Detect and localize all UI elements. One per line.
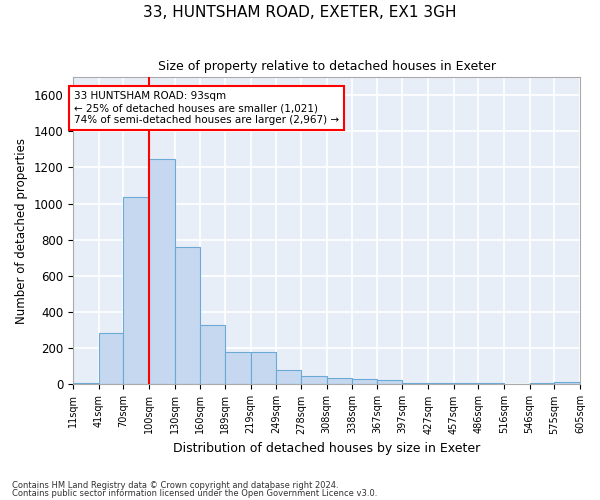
Bar xyxy=(554,382,580,384)
Bar xyxy=(530,382,554,384)
Y-axis label: Number of detached properties: Number of detached properties xyxy=(15,138,28,324)
Bar xyxy=(98,333,124,384)
Bar xyxy=(149,158,175,384)
Bar xyxy=(454,382,478,384)
Text: 33, HUNTSHAM ROAD, EXETER, EX1 3GH: 33, HUNTSHAM ROAD, EXETER, EX1 3GH xyxy=(143,5,457,20)
Bar xyxy=(200,325,225,384)
Text: Contains HM Land Registry data © Crown copyright and database right 2024.: Contains HM Land Registry data © Crown c… xyxy=(12,480,338,490)
Bar xyxy=(403,382,428,384)
Bar xyxy=(225,352,251,384)
Bar xyxy=(377,380,403,384)
Bar xyxy=(428,382,454,384)
Bar xyxy=(175,247,200,384)
Bar xyxy=(251,352,276,384)
Bar xyxy=(73,382,98,384)
Bar xyxy=(478,382,504,384)
Bar xyxy=(276,370,301,384)
Text: Contains public sector information licensed under the Open Government Licence v3: Contains public sector information licen… xyxy=(12,489,377,498)
Bar xyxy=(124,197,149,384)
X-axis label: Distribution of detached houses by size in Exeter: Distribution of detached houses by size … xyxy=(173,442,480,455)
Bar xyxy=(301,376,326,384)
Bar xyxy=(326,378,352,384)
Title: Size of property relative to detached houses in Exeter: Size of property relative to detached ho… xyxy=(158,60,496,73)
Text: 33 HUNTSHAM ROAD: 93sqm
← 25% of detached houses are smaller (1,021)
74% of semi: 33 HUNTSHAM ROAD: 93sqm ← 25% of detache… xyxy=(74,92,339,124)
Bar xyxy=(352,379,377,384)
